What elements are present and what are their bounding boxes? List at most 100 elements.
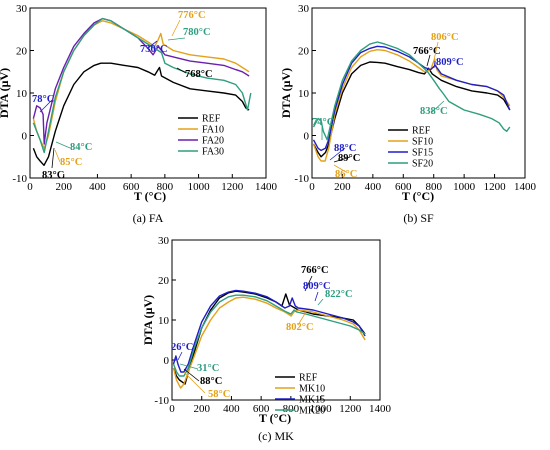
annotation-label: 86°C [335,169,357,180]
annotation-label: 88°C [334,143,356,154]
annotation-leader [314,291,319,302]
x-tick-label: 1200 [339,403,362,415]
y-tick-label: 20 [16,46,28,58]
x-tick-label: 200 [55,181,72,193]
x-tick-label: 200 [193,403,210,415]
legend-label: REF [202,114,221,125]
annotation-label: 88°C [200,376,222,387]
x-tick-label: 1400 [514,181,537,193]
y-axis-label: DTA (μV) [0,68,11,118]
annotation-label: 780°C [183,27,211,38]
annotation-leader [183,368,200,382]
legend-label: SF20 [412,159,433,170]
annotation-leader [55,141,71,149]
y-tick-label: -10 [12,173,27,185]
series-line-fa30 [32,17,252,154]
series-line-sf20 [312,41,511,141]
series-line-ref [32,62,250,167]
annotation-leader [329,147,346,161]
y-tick-label: 10 [16,88,28,100]
y-tick-label: 20 [158,275,170,287]
panel-caption: (a) FA [133,211,164,225]
legend-label: SF15 [412,148,433,159]
y-tick-label: -10 [154,395,169,407]
panel-caption: (c) MK [258,429,294,443]
x-axis-label: T (°C) [134,189,166,203]
x-tick-label: 600 [253,403,270,415]
annotation-label: 78°C [32,94,54,105]
y-tick-label: 30 [16,3,28,15]
annotation-label: 730°C [140,44,168,55]
y-axis-label: DTA (μV) [279,68,293,118]
series-line-mk15 [172,289,366,373]
y-axis-label: DTA (μV) [141,295,155,345]
legend-label: FA10 [202,125,224,136]
x-tick-label: 1000 [310,403,333,415]
annotation-label: 766°C [413,46,441,57]
series-line-mk10 [172,296,366,389]
series-line-fa10 [32,20,250,150]
x-tick-label: 1200 [221,181,244,193]
legend-label: FA20 [202,136,224,147]
x-tick-label: 0 [27,181,33,193]
annotation-label: 768°C [185,69,213,80]
annotation-leader [426,54,431,67]
series-line-sf15 [312,45,511,152]
y-tick-label: -10 [294,173,309,185]
annotation-label: 85°C [60,157,82,168]
annotation-leader [431,100,445,113]
x-tick-label: 0 [169,403,175,415]
annotation-label: 89°C [338,153,360,164]
y-tick-label: 0 [164,355,170,367]
series-line-ref [312,61,511,158]
legend-label: REF [412,126,431,137]
x-tick-label: 1000 [188,181,211,193]
annotation-leader [39,99,53,113]
annotation-label: 766°C [301,265,329,276]
annotation-leader [333,164,347,173]
y-tick-label: 30 [298,3,310,15]
series-line-mk20 [172,294,366,377]
x-tick-label: 1400 [255,181,278,193]
x-tick-label: 800 [283,403,300,415]
annotation-leader [183,371,206,394]
x-tick-label: 800 [425,181,442,193]
annotation-label: 776°C [178,10,206,21]
x-tick-label: 1000 [453,181,476,193]
y-tick-label: 10 [298,88,310,100]
x-tick-label: 400 [223,403,240,415]
annotation-leader [333,156,351,163]
y-tick-label: 0 [304,131,310,143]
legend-label: FA30 [202,147,224,158]
annotation-label: 84°C [70,142,92,153]
annotation-label: 31°C [197,363,219,374]
x-tick-label: 600 [395,181,412,193]
legend-label: MK15 [299,395,325,406]
x-tick-label: 200 [334,181,351,193]
annotation-leader [147,40,158,49]
x-tick-label: 400 [365,181,382,193]
annotation-label: 809°C [303,281,331,292]
x-tick-label: 1400 [369,403,392,415]
annotation-label: 83°C [42,170,64,181]
annotation-label: 802°C [286,322,314,333]
legend-label: REF [299,373,318,384]
annotation-leader [433,60,436,69]
plot-frame [29,7,267,179]
annotation-label: 838°C [420,106,448,117]
annotation-leader [304,275,313,292]
x-tick-label: 1200 [484,181,507,193]
annotation-label: 26°C [171,342,193,353]
annotation-label: 58°C [208,389,230,400]
y-tick-label: 20 [298,46,310,58]
y-tick-label: 0 [22,131,28,143]
annotation-leader [317,298,324,306]
x-tick-label: 800 [157,181,174,193]
annotation-leader [297,311,307,326]
x-tick-label: 0 [309,181,315,193]
x-tick-label: 400 [89,181,106,193]
x-tick-label: 600 [123,181,140,193]
